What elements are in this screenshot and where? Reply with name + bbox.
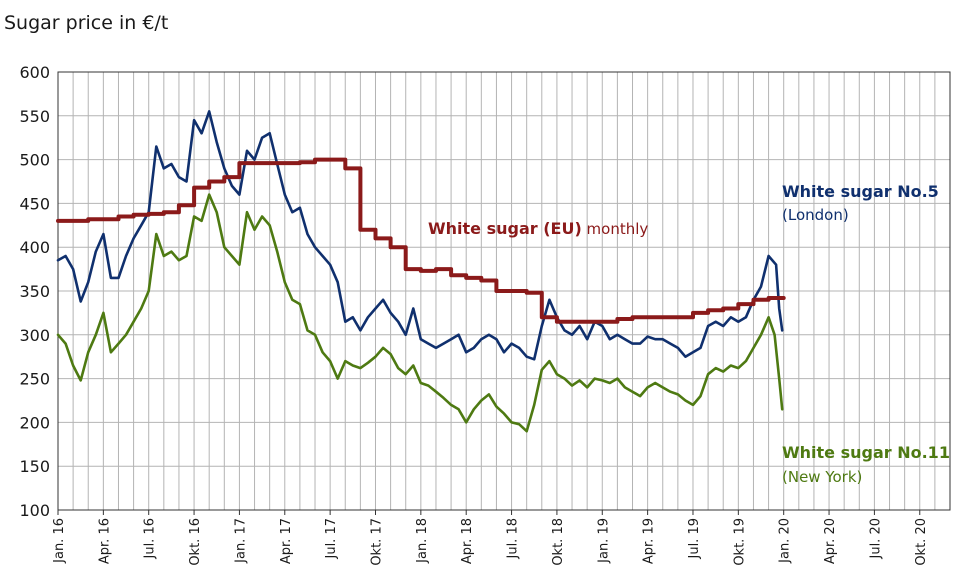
x-tick-label: Jul. 19 xyxy=(687,518,702,560)
y-tick-label: 200 xyxy=(19,413,50,432)
y-tick-label: 500 xyxy=(19,151,50,170)
eu-series-label: White sugar (EU) monthly xyxy=(428,219,648,238)
x-tick-label: Okt. 18 xyxy=(551,518,566,566)
x-tick-label: Jan. 17 xyxy=(233,518,248,564)
x-tick-label: Jan. 18 xyxy=(415,518,430,564)
london-series-sublabel: (London) xyxy=(782,206,849,224)
x-tick-label: Apr. 16 xyxy=(97,518,112,564)
x-tick-label: Jan. 19 xyxy=(596,518,611,564)
y-tick-label: 450 xyxy=(19,194,50,213)
x-tick-label: Apr. 18 xyxy=(460,518,475,564)
y-tick-label: 350 xyxy=(19,282,50,301)
y-tick-label: 600 xyxy=(19,63,50,82)
y-tick-label: 150 xyxy=(19,457,50,476)
y-tick-label: 300 xyxy=(19,326,50,345)
chart-title: Sugar price in €/t xyxy=(4,12,168,34)
x-tick-label: Jul. 18 xyxy=(506,518,521,560)
x-tick-label: Apr. 20 xyxy=(823,518,838,564)
y-tick-label: 100 xyxy=(19,501,50,520)
series-line-newyork xyxy=(56,193,784,433)
newyork-series-sublabel: (New York) xyxy=(782,468,862,486)
x-tick-label: Jul. 16 xyxy=(143,518,158,560)
plot-frame xyxy=(57,71,951,511)
x-tick-label: Jul. 17 xyxy=(324,518,339,560)
series-line-london xyxy=(56,110,784,361)
x-tick-label: Okt. 17 xyxy=(369,518,384,566)
x-tick-label: Apr. 19 xyxy=(642,518,657,564)
x-tick-label: Jan. 20 xyxy=(778,518,793,564)
newyork-series-label: White sugar No.11 xyxy=(782,443,950,462)
x-axis-ticks: Jan. 16 Apr. 16 Jul. 16 Okt. 16 Jan. 17 Apr. … xyxy=(52,510,929,566)
london-series-label: White sugar No.5 xyxy=(782,182,939,201)
x-tick-label: Okt. 19 xyxy=(732,518,747,566)
x-tick-label: Apr. 17 xyxy=(279,518,294,564)
x-tick-label: Jan. 16 xyxy=(52,518,67,564)
y-tick-label: 550 xyxy=(19,107,50,126)
x-tick-label: Jul. 20 xyxy=(868,518,883,560)
y-tick-label: 400 xyxy=(19,238,50,257)
y-axis-ticks: 100 150 200 250 300 350 400 450 500 550 600 xyxy=(19,63,50,520)
x-tick-label: Okt. 20 xyxy=(914,518,929,566)
series-line-eu xyxy=(56,157,786,324)
grid xyxy=(57,71,951,511)
series-lines xyxy=(56,110,786,433)
y-tick-label: 250 xyxy=(19,370,50,389)
x-tick-label: Okt. 16 xyxy=(188,518,203,566)
